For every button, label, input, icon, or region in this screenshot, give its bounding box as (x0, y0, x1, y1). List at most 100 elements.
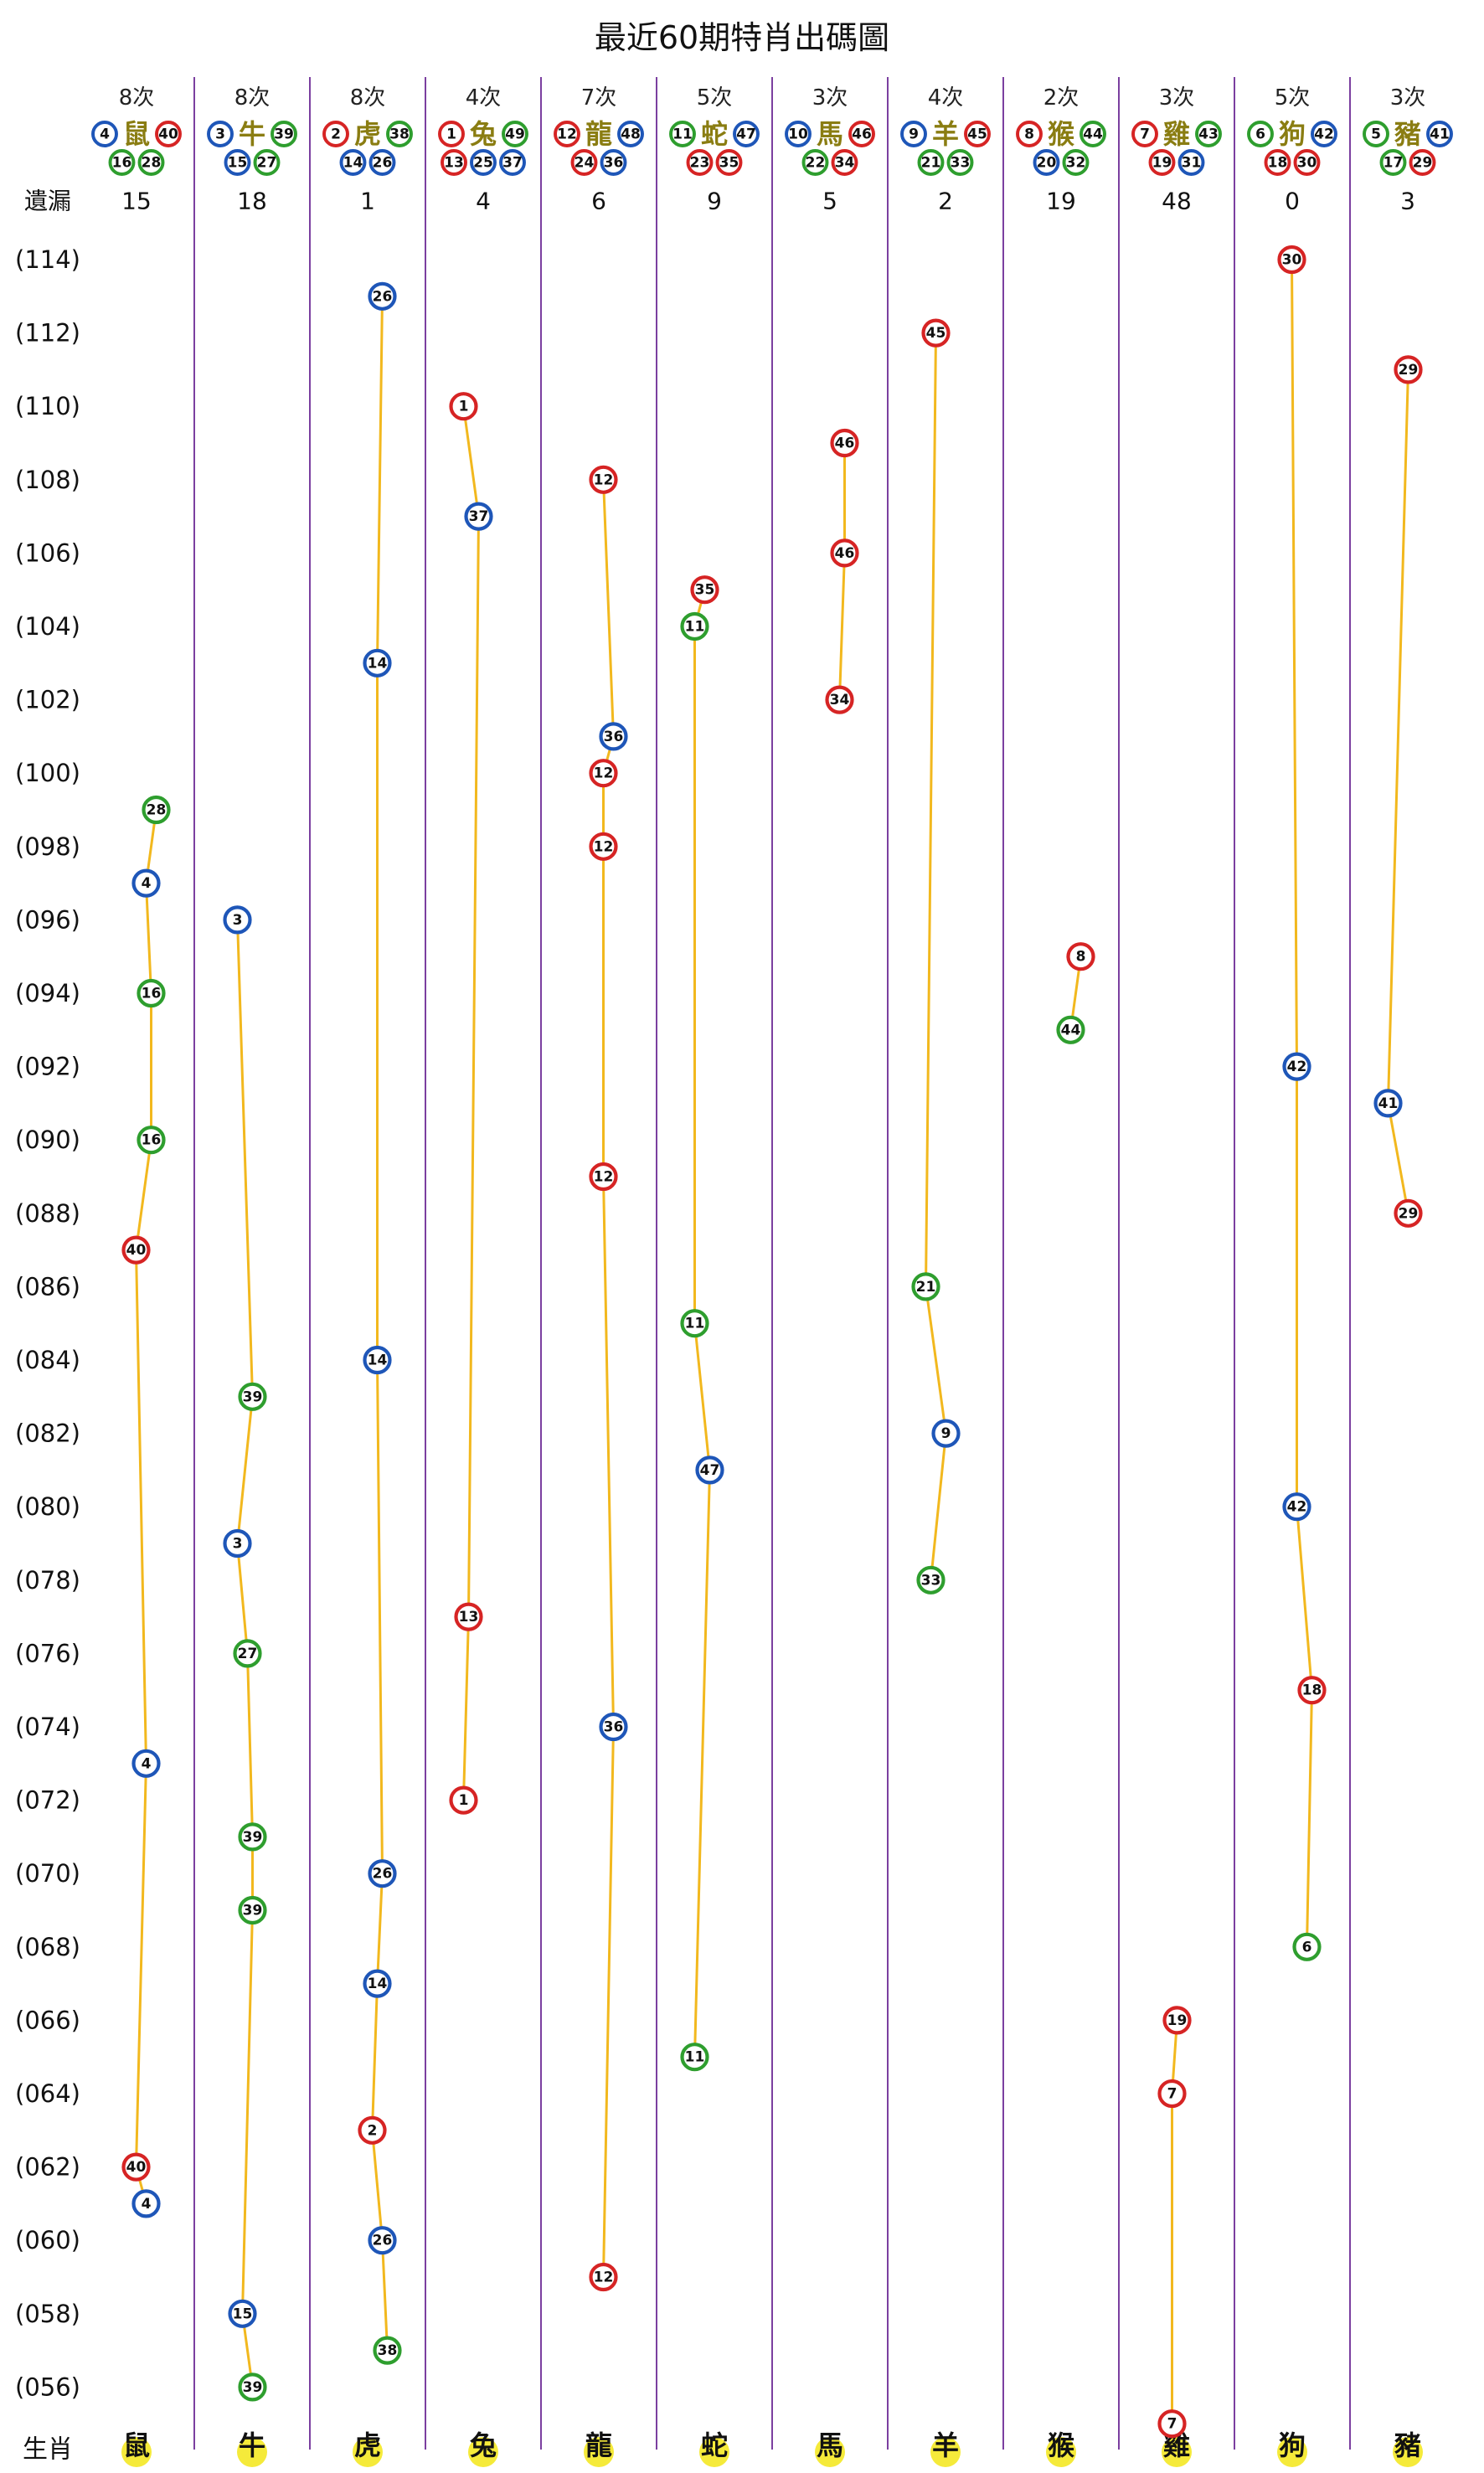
ball-ring (931, 1419, 961, 1448)
period-tick-label: (110) (15, 392, 80, 420)
ball-ring (1056, 1015, 1085, 1044)
zodiac-axis-name: 狗 (1279, 2429, 1306, 2461)
draw-ball: 19 (1162, 2006, 1192, 2035)
ball-ring (570, 149, 598, 176)
ball-ring (91, 121, 118, 147)
draw-ball: 39 (238, 1822, 267, 1852)
ball-number: 1 (459, 1792, 469, 1809)
ball-ring (1394, 355, 1423, 384)
ball-number: 15 (233, 2306, 253, 2322)
ball-number: 12 (557, 126, 577, 143)
period-tick-label: (080) (15, 1492, 80, 1521)
ball-ring (223, 905, 252, 935)
header-ball: 15 (224, 149, 251, 176)
label-sphere (1277, 2437, 1307, 2467)
ball-ring (690, 575, 719, 605)
ball-number: 26 (373, 1866, 393, 1883)
period-tick-label: (094) (15, 979, 80, 1007)
zodiac-axis-name: 蛇 (701, 2429, 728, 2461)
ball-number: 31 (1182, 155, 1202, 172)
zodiac-axis-label: 龍 (584, 2429, 614, 2467)
period-tick-label: (066) (15, 2006, 80, 2034)
zodiac-trend-line (1386, 369, 1409, 1214)
ball-ring (322, 121, 349, 147)
ball-number: 18 (1268, 155, 1288, 172)
ball-number: 39 (243, 1388, 263, 1405)
ball-number: 44 (1083, 126, 1103, 143)
ball-ring (233, 1639, 262, 1668)
label-sphere (1162, 2437, 1192, 2467)
draw-ball: 7 (1157, 2409, 1187, 2439)
label-sphere (930, 2437, 961, 2467)
zodiac-trend-line (838, 443, 846, 700)
zodiac-axis-name: 豬 (1394, 2429, 1421, 2461)
ball-ring (964, 121, 991, 147)
draw-ball: 46 (830, 428, 859, 458)
draw-ball: 16 (137, 978, 166, 1008)
ball-number: 17 (1384, 155, 1404, 172)
period-tick-label: (078) (15, 1566, 80, 1595)
ball-ring (680, 611, 709, 641)
draw-ball: 16 (137, 1126, 166, 1155)
ball-ring (1066, 942, 1095, 971)
draw-ball: 38 (373, 2336, 402, 2365)
header-ball: 11 (669, 121, 696, 147)
label-sphere (121, 2437, 152, 2467)
zodiac-trend-line (134, 809, 157, 2204)
ball-ring (589, 832, 618, 861)
label-sphere (815, 2437, 845, 2467)
zodiac-label: 生肖 (23, 2435, 73, 2465)
draw-ball: 34 (825, 685, 854, 714)
ball-ring (363, 1969, 392, 1998)
zodiac-count: 5次 (1275, 85, 1311, 111)
ball-ring (386, 121, 413, 147)
period-tick-label: (062) (15, 2153, 80, 2182)
ball-ring (339, 149, 367, 176)
ball-ring (464, 502, 493, 531)
header-ball: 12 (554, 121, 580, 147)
missing-count: 18 (237, 188, 267, 215)
ball-number: 21 (916, 1279, 936, 1296)
header-ball: 45 (964, 121, 991, 147)
header-ball: 29 (1409, 149, 1436, 176)
zodiac-axis-label: 虎 (353, 2429, 383, 2467)
ball-ring (680, 2043, 709, 2072)
zodiac-axis-label: 鼠 (121, 2429, 152, 2467)
header-ball: 41 (1426, 121, 1453, 147)
ball-number: 39 (243, 1829, 263, 1846)
ball-ring (1373, 1089, 1403, 1118)
ball-ring (228, 2299, 257, 2328)
header-ball: 27 (253, 149, 281, 176)
ball-number: 9 (941, 1425, 951, 1442)
zodiac-axis-label: 蛇 (699, 2429, 729, 2467)
period-tick-label: (108) (15, 466, 80, 494)
ball-ring (1080, 121, 1106, 147)
ball-ring (1379, 149, 1407, 176)
header-ball: 42 (1311, 121, 1337, 147)
ball-number: 42 (1287, 1059, 1307, 1075)
draw-ball: 9 (931, 1419, 961, 1448)
zodiac-count: 4次 (466, 85, 502, 111)
label-sphere (237, 2437, 267, 2467)
header-ball: 3 (207, 121, 234, 147)
missing-count: 2 (938, 188, 953, 215)
ball-ring (600, 149, 627, 176)
ball-number: 18 (1302, 1682, 1322, 1699)
ball-ring (238, 1822, 267, 1852)
header-ball: 49 (502, 121, 528, 147)
zodiac-count: 5次 (697, 85, 733, 111)
ball-number: 30 (1297, 155, 1317, 172)
header-ball: 36 (600, 149, 627, 176)
draw-ball: 12 (589, 832, 618, 861)
draw-ball: 12 (589, 465, 618, 494)
ball-ring (373, 2336, 402, 2365)
draw-ball: 12 (589, 1162, 618, 1192)
header-ball: 14 (339, 149, 367, 176)
ball-number: 14 (368, 655, 388, 672)
ball-number: 6 (1302, 1939, 1312, 1955)
header-ball: 25 (470, 149, 497, 176)
header-ball: 35 (715, 149, 743, 176)
ball-number: 2 (368, 2122, 378, 2139)
period-tick-label: (072) (15, 1786, 80, 1815)
ball-number: 38 (378, 2342, 398, 2359)
